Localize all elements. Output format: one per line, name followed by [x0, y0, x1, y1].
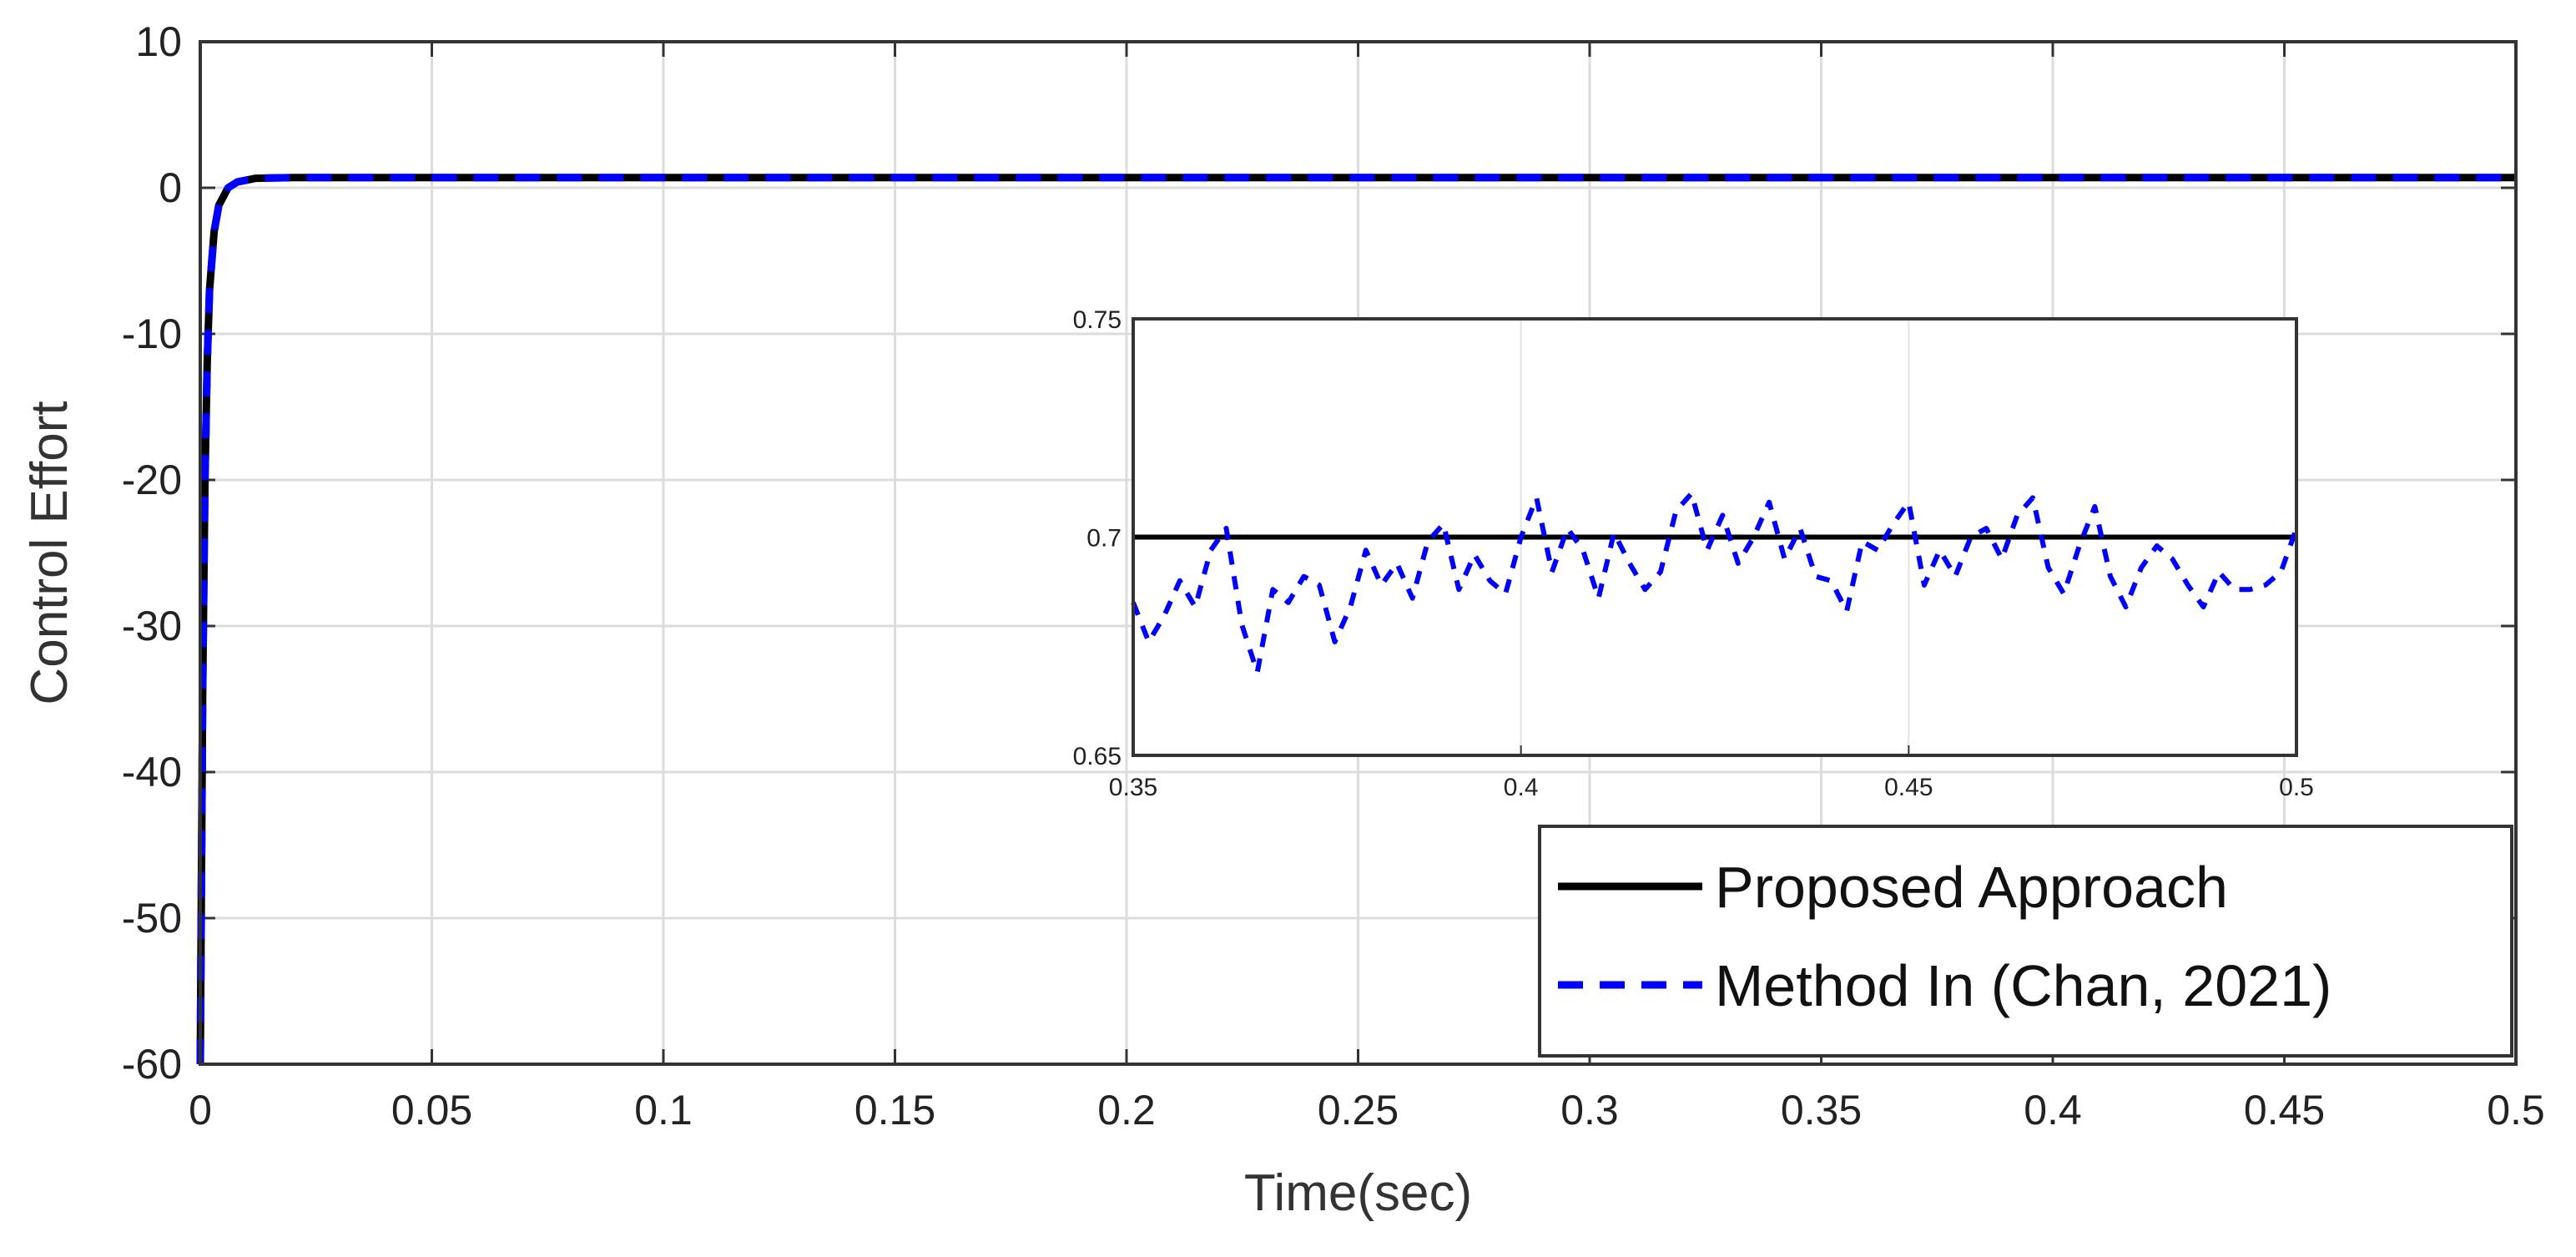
- x-tick-label: 0.45: [2244, 1087, 2325, 1133]
- x-tick-label: 0.15: [854, 1087, 935, 1133]
- main-series-lines: [196, 174, 2516, 1065]
- inset-series-line-method-chan-2021: [1131, 491, 2299, 675]
- y-tick-label: -40: [122, 749, 182, 795]
- x-tick-label: 0.05: [391, 1087, 472, 1133]
- inset-series-lines: [1131, 491, 2299, 675]
- y-tick-label: -30: [122, 603, 182, 649]
- main-tick-labels: 0 0.05 0.1 0.15 0.2 0.25 0.3 0.35 0.4 0.45 0.5100-…: [122, 18, 2545, 1133]
- x-tick-label: 0.4: [2024, 1087, 2082, 1133]
- legend-label-method-chan-2021: Method In (Chan, 2021): [1715, 953, 2332, 1018]
- inset-x-tick-label: 0.5: [2279, 774, 2314, 801]
- legend-box: [1538, 825, 2513, 1058]
- inset-y-tick-label: 0.65: [1073, 743, 1122, 770]
- inset-axes-box: [1132, 317, 2298, 757]
- y-tick-label: -10: [122, 310, 182, 357]
- y-tick-label: -20: [122, 457, 182, 503]
- main-axes-box: [199, 40, 2518, 1066]
- inset-x-tick-label: 0.45: [1884, 774, 1933, 801]
- y-tick-label: -50: [122, 895, 182, 941]
- inset-tick-labels: 0.35 0.4 0.45 0.5 0.75 0.7 0.65: [1073, 306, 2314, 801]
- inset-y-tick-label: 0.75: [1073, 306, 1122, 334]
- x-tick-label: 0.35: [1781, 1087, 1862, 1133]
- x-axis-label: Time(sec): [1244, 1164, 1472, 1222]
- series-line-method-chan-2021: [196, 174, 2516, 1065]
- inset-y-tick-label: 0.7: [1086, 525, 1122, 553]
- inset-x-tick-label: 0.4: [1504, 774, 1539, 801]
- legend-label-proposed-approach: Proposed Approach: [1715, 855, 2228, 920]
- y-tick-label: 0: [159, 164, 182, 211]
- x-tick-label: 0.5: [2487, 1087, 2545, 1133]
- x-tick-label: 0.3: [1560, 1087, 1619, 1133]
- x-tick-label: 0.2: [1097, 1087, 1156, 1133]
- y-axis-label: Control Effort: [21, 401, 78, 704]
- inset-zoom-plot: 0.35 0.4 0.45 0.5 0.75 0.7 0.65: [1073, 306, 2314, 801]
- inset-x-tick-label: 0.35: [1109, 774, 1157, 801]
- x-tick-label: 0: [189, 1087, 212, 1133]
- x-tick-label: 0.25: [1318, 1087, 1399, 1133]
- x-tick-label: 0.1: [634, 1087, 693, 1133]
- y-tick-label: 10: [135, 18, 182, 65]
- y-tick-label: -60: [122, 1041, 182, 1088]
- legend: Proposed Approach Method In (Chan, 2021): [1538, 825, 2513, 1058]
